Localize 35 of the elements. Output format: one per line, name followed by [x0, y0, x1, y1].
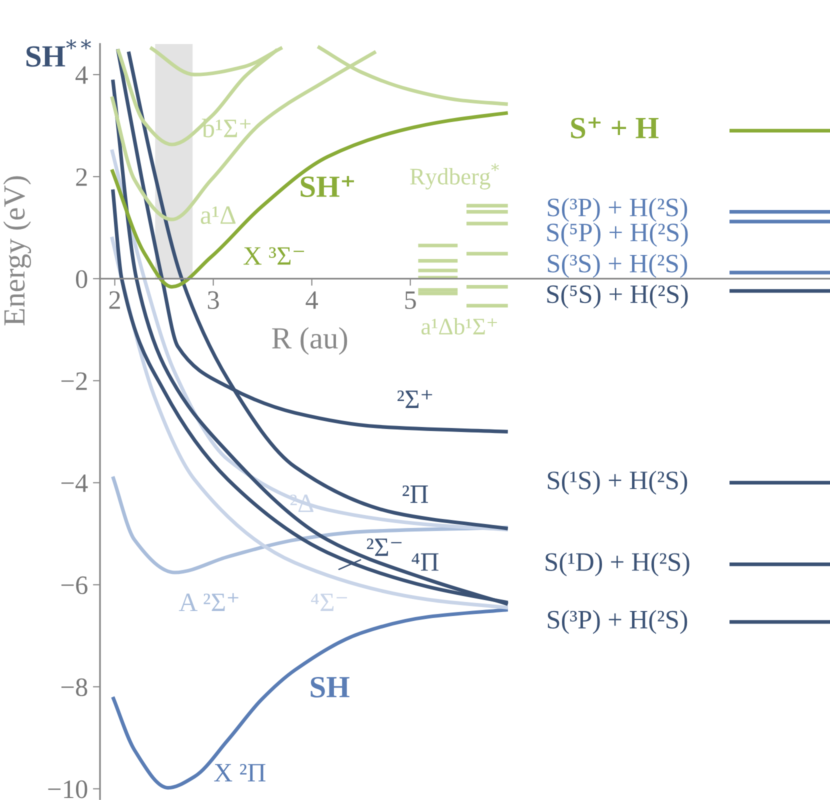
y-tick-label: 4: [76, 66, 88, 84]
annotation: S(⁵P) + H(²S): [547, 222, 688, 247]
annotation: X ²Π: [214, 764, 266, 782]
x-tick-label: 2: [109, 291, 120, 309]
y-tick-label: −2: [61, 372, 87, 390]
y-tick-label: −10: [48, 780, 88, 798]
annotation: a¹Δb¹Σ⁺: [421, 318, 497, 335]
x-tick-label: 5: [405, 292, 416, 310]
annotation: X ³Σ⁻: [244, 247, 304, 265]
y-tick-label: 2: [76, 168, 87, 186]
annotation: SH⁺: [300, 176, 354, 198]
y-tick-label: −6: [61, 576, 88, 594]
annotation: ⁴Π: [412, 553, 438, 571]
annotation: Rydberg$^{*}$: [410, 164, 499, 190]
text: SH$^{**}$: [26, 39, 91, 67]
annotation: S(¹S) + H(²S): [548, 470, 688, 495]
x-axis-title: R (au): [272, 327, 348, 355]
annotation: S(¹D) + H(²S): [546, 552, 690, 576]
annotation: a¹Δ: [200, 206, 236, 224]
y-tick-label: −8: [61, 678, 88, 696]
annotation: A ²Σ⁺: [178, 593, 238, 611]
annotation: S(³P) + H(²S): [548, 610, 688, 634]
annotation: S(³P) + H(²S): [548, 198, 688, 222]
y-tick-label: 0: [76, 270, 88, 288]
annotation: S(⁵S) + H(²S): [547, 284, 688, 308]
x-tick-label: 3: [208, 291, 219, 310]
annotation: ²Σ⁻: [366, 538, 402, 556]
annotation: SH: [310, 676, 350, 698]
annotation: S(³S) + H(²S): [548, 254, 688, 278]
annotation: ²Σ⁺: [398, 390, 432, 408]
y-tick-label: −4: [61, 474, 88, 492]
annotation: ²Π: [402, 485, 428, 503]
annotation: S⁺ + H: [571, 117, 659, 138]
y-axis-title: Energy (eV): [3, 176, 32, 326]
x-tick-label: 4: [306, 291, 318, 309]
